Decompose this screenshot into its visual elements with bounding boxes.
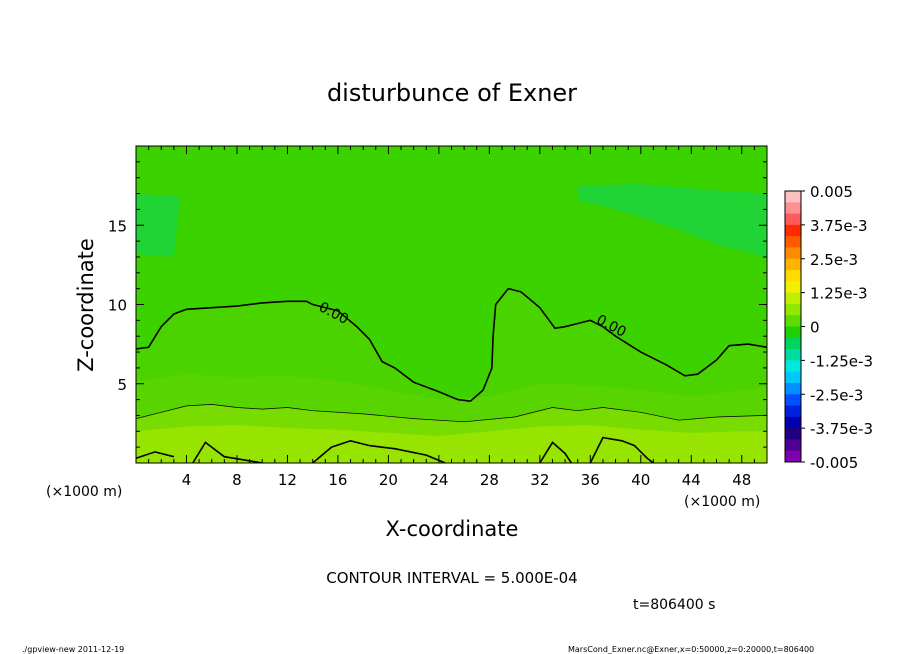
colorbar-swatch [785,224,801,237]
colorbar-swatch [785,247,801,260]
colorbar-swatch [785,191,801,203]
colorbar: 0.005 3.75e-3 2.5e-3 1.25e-3 0 -1.25e-3 -2.5e-… [784,183,873,472]
colorbar-swatch [785,394,801,407]
colorbar-swatch [785,270,801,282]
field-patch-left [136,193,181,257]
zero-contour [136,287,767,403]
colorbar-swatch [785,315,801,327]
colorbar-swatch [785,281,801,294]
y-tick-label: 15 [108,217,127,235]
colorbar-swatch [785,382,801,395]
colorbar-swatch [785,349,801,361]
field-patch-right [577,184,767,257]
colorbar-swatch [785,439,801,452]
colorbar-swatch [785,303,801,316]
colorbar-swatch [785,326,801,339]
y-axis-title: Z-coordinate [74,238,98,372]
colorbar-swatch [785,428,801,440]
x-tick-label: 44 [682,471,701,489]
x-tick-label: 16 [328,471,347,489]
colorbar-swatch [785,405,801,418]
x-tick-label: 40 [631,471,650,489]
x-unit-right: (×1000 m) [684,494,760,510]
colorbar-swatch [785,360,801,373]
time-stamp: t=806400 s [633,597,715,613]
colorbar-swatch [785,292,801,305]
source-footer: MarsCond_Exner.nc@Exner,x=0:50000,z=0:20… [568,645,814,654]
colorbar-label: -1.25e-3 [810,352,873,370]
colorbar-label: 2.5e-3 [810,251,858,269]
chart-title: disturbunce of Exner [327,79,577,107]
colorbar-swatch [785,416,801,429]
x-tick-label: 20 [379,471,398,489]
colorbar-swatch [785,450,801,463]
x-axis-title: X-coordinate [386,517,519,541]
x-tick-label: 48 [732,471,751,489]
y-tick-label: 5 [117,376,127,394]
colorbar-label: -2.5e-3 [810,386,863,404]
colorbar-swatch [785,213,801,226]
field-layer [136,146,767,463]
bottom-contour-1 [136,451,175,459]
x-tick-label: 24 [429,471,448,489]
colorbar-label: 3.75e-3 [810,217,868,235]
colorbar-swatch [785,236,801,248]
program-footer: ./gpview-new 2011-12-19 [22,645,124,654]
bottom-contour-3 [312,439,446,463]
colorbar-swatch [785,258,801,271]
y-tick-label: 10 [108,297,127,315]
bottom-contour-4 [539,441,573,463]
colorbar-label: -0.005 [810,454,858,472]
colorbar-swatch [785,337,801,350]
contour-interval-text: CONTOUR INTERVAL = 5.000E-04 [326,569,577,587]
colorbar-label: 1.25e-3 [810,285,868,303]
x-tick-label: 4 [182,471,192,489]
field-band-bottom [136,425,767,463]
thin-contour [136,404,767,423]
x-tick-label: 36 [581,471,600,489]
colorbar-swatch [785,202,801,215]
colorbar-swatch [785,371,801,384]
bottom-contour-5 [589,436,654,463]
x-tick-label: 32 [530,471,549,489]
colorbar-label: -3.75e-3 [810,420,873,438]
x-tick-label: 12 [278,471,297,489]
x-tick-label: 8 [232,471,242,489]
colorbar-label: 0 [810,319,820,337]
colorbar-label: 0.005 [810,183,853,201]
x-tick-label: 28 [480,471,499,489]
x-unit-left: (×1000 m) [46,484,122,500]
